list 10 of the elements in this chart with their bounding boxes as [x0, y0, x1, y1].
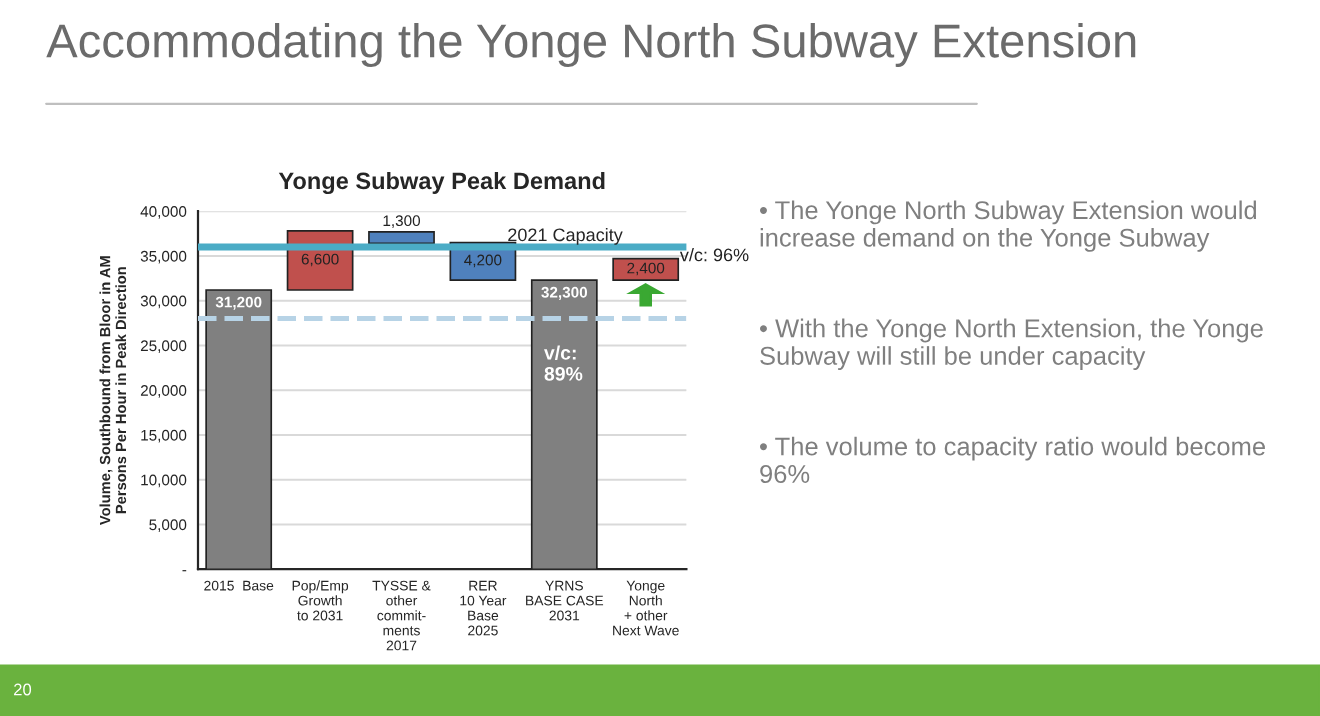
- text: • The Yonge North Subway Extension would increase demand on the Yonge Subway: [760, 200, 1257, 252]
- annotation: v/c: 89%: [544, 345, 583, 381]
- chart-title: Yonge Subway Peak Demand: [278, 171, 605, 194]
- ref-line-label: 2021 Capacity: [508, 227, 623, 245]
- annotation: v/c: 96%: [679, 248, 749, 262]
- text: • With the Yonge North Extension, the Yonge Subway will still be under capacity: [760, 318, 1263, 370]
- text: Accommodating the Yonge North Subway Extension: [46, 23, 1136, 68]
- text: 20: [14, 683, 32, 696]
- bar: [368, 230, 435, 245]
- text: • The volume to capacity ratio would become 96%: [760, 436, 1265, 484]
